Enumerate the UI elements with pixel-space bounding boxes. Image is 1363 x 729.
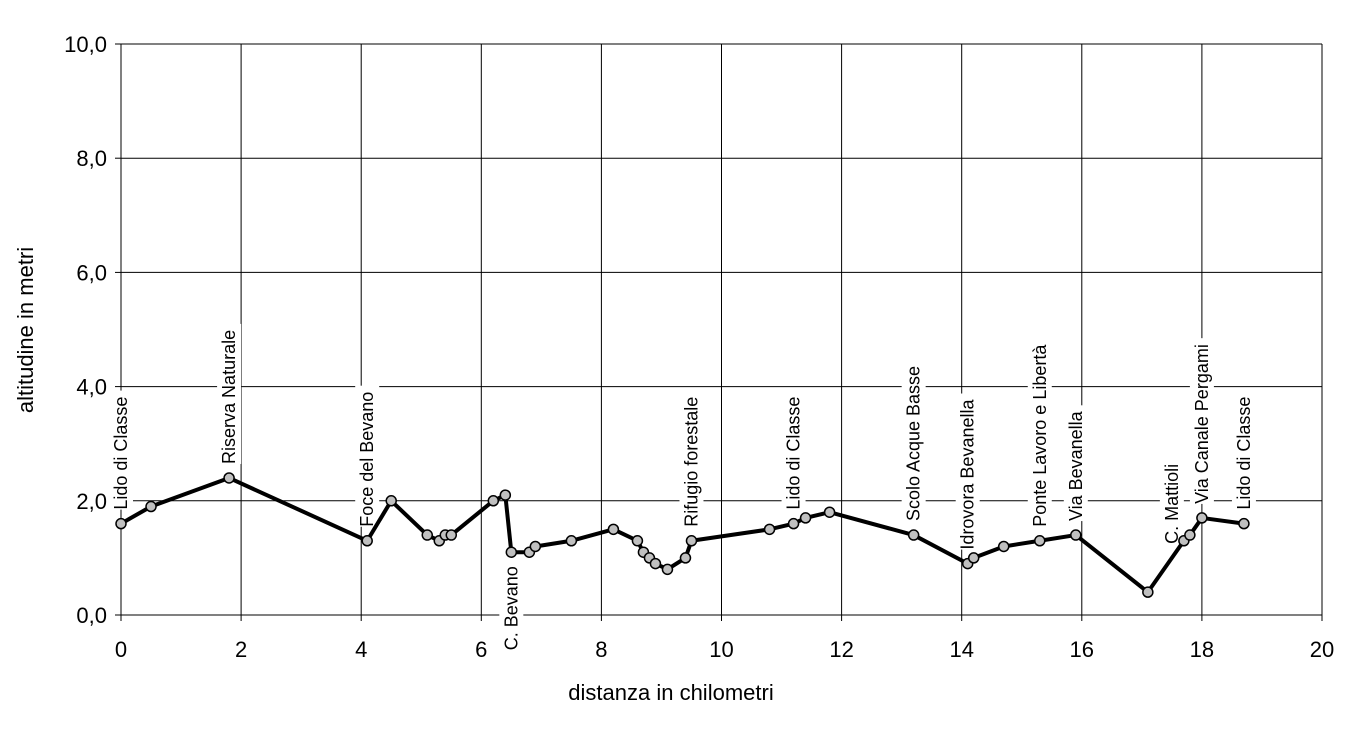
x-tick-label: 6 xyxy=(475,637,487,662)
place-label-background xyxy=(109,390,133,510)
place-annotation: Via Bevanella xyxy=(1063,405,1088,522)
place-label-background xyxy=(355,385,380,527)
place-label: Idrovora Bevanella xyxy=(958,399,978,550)
x-tick-label: 20 xyxy=(1310,637,1334,662)
place-annotation: Scolo Acque Basse xyxy=(901,359,926,522)
place-label-background xyxy=(499,566,524,657)
place-label-background xyxy=(1231,390,1256,510)
x-tick-label: 8 xyxy=(595,637,607,662)
y-tick-label: 4,0 xyxy=(76,375,107,400)
data-point xyxy=(679,552,692,564)
place-label-background xyxy=(901,359,926,522)
place-label: Ponte Lavoro e Libertà xyxy=(1030,344,1050,527)
y-tick-label: 8,0 xyxy=(76,146,107,171)
data-point xyxy=(385,495,397,507)
place-annotation: Lido di Classe xyxy=(109,390,133,510)
data-point xyxy=(967,552,980,564)
place-label-background xyxy=(1027,338,1052,527)
place-label: Foce del Bevano xyxy=(357,392,377,527)
place-label-background xyxy=(1063,405,1088,522)
place-label-background xyxy=(679,390,704,527)
place-label: Lido di Classe xyxy=(111,397,131,510)
place-label: Riserva Naturale xyxy=(219,330,239,464)
x-axis-title: distanza in chilometri xyxy=(568,680,773,705)
data-point xyxy=(361,535,373,547)
data-point xyxy=(499,489,512,501)
place-annotation: Riserva Naturale xyxy=(217,323,242,464)
data-point xyxy=(1142,586,1154,598)
place-annotation: Idrovora Bevanella xyxy=(955,393,980,550)
data-point xyxy=(223,472,235,484)
place-annotation: Rifugio forestale xyxy=(679,390,704,527)
place-label-background xyxy=(955,393,980,550)
x-tick-label: 2 xyxy=(235,637,247,662)
data-point xyxy=(649,557,662,570)
data-point xyxy=(907,529,920,541)
data-point xyxy=(445,529,458,541)
place-label: C. Bevano xyxy=(501,566,521,650)
data-point xyxy=(115,517,127,530)
x-tick-label: 10 xyxy=(709,637,733,662)
data-point xyxy=(823,506,836,518)
data-point xyxy=(1196,512,1208,524)
data-point xyxy=(763,523,776,536)
place-label-background xyxy=(781,390,806,510)
gridlines xyxy=(115,43,1323,621)
y-tick-label: 10,0 xyxy=(64,32,107,57)
data-point xyxy=(421,529,434,541)
x-tick-label: 0 xyxy=(115,637,127,662)
data-point xyxy=(1238,517,1250,530)
place-label-background xyxy=(1189,338,1214,504)
place-label-background xyxy=(1159,457,1184,544)
y-tick-label: 6,0 xyxy=(76,260,107,285)
y-axis-title: altitudine in metri xyxy=(13,247,38,413)
place-label: Rifugio forestale xyxy=(681,397,701,527)
place-annotation: Ponte Lavoro e Libertà xyxy=(1027,338,1052,527)
data-markers xyxy=(115,472,1250,598)
data-point xyxy=(1034,535,1046,547)
data-point xyxy=(145,500,157,513)
place-annotation: C. Bevano xyxy=(499,566,524,657)
place-annotation: Foce del Bevano xyxy=(355,385,380,527)
data-point xyxy=(685,535,698,547)
place-label: C. Mattioli xyxy=(1162,464,1182,544)
place-annotation: C. Mattioli xyxy=(1159,457,1184,544)
data-point xyxy=(565,535,578,547)
data-point xyxy=(487,495,500,507)
data-point xyxy=(529,540,542,553)
x-tick-label: 12 xyxy=(829,637,853,662)
y-tick-label: 2,0 xyxy=(76,489,107,514)
data-point xyxy=(997,540,1010,553)
x-tick-label: 14 xyxy=(949,637,973,662)
place-label: Scolo Acque Basse xyxy=(904,366,924,521)
data-point xyxy=(661,563,674,576)
place-label: Via Bevanella xyxy=(1066,410,1086,521)
x-tick-label: 16 xyxy=(1070,637,1094,662)
data-point xyxy=(505,546,518,558)
place-label-background xyxy=(217,323,242,464)
place-label: Lido di Classe xyxy=(1234,397,1254,510)
place-label: Lido di Classe xyxy=(784,397,804,510)
place-annotation: Lido di Classe xyxy=(781,390,806,510)
x-tick-label: 18 xyxy=(1190,637,1214,662)
place-annotations: Lido di Classe Riserva Naturale Foce del B… xyxy=(109,323,1256,657)
data-point xyxy=(607,523,620,536)
y-tick-label: 0,0 xyxy=(76,603,107,628)
place-label: Via Canale Pergami xyxy=(1192,344,1212,504)
y-tick-labels: 0,0 2,0 4,0 6,0 8,0 10,0 xyxy=(64,32,107,628)
x-tick-labels: 0 2 4 6 8 10 12 14 16 18 20 xyxy=(115,637,1334,662)
data-point xyxy=(799,512,812,524)
data-point xyxy=(787,517,800,530)
data-point xyxy=(1184,529,1196,541)
data-point xyxy=(631,535,644,547)
x-tick-label: 4 xyxy=(355,637,367,662)
place-annotation: Via Canale Pergami xyxy=(1189,338,1214,504)
data-point xyxy=(1070,529,1082,541)
place-annotation: Lido di Classe xyxy=(1231,390,1256,510)
